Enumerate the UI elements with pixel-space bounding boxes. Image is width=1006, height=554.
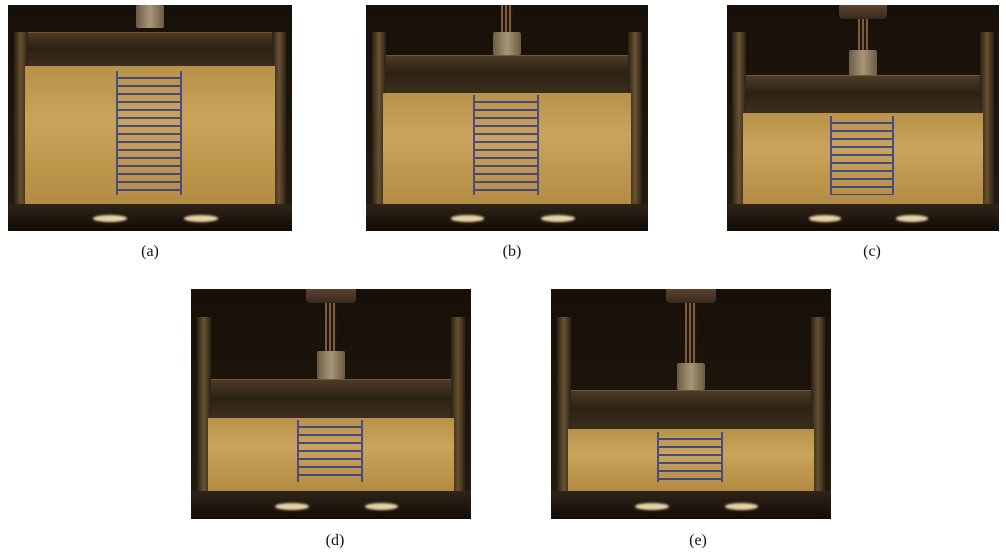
base-light [364,502,399,510]
container-wall-left [556,316,571,501]
photo-panel-e [551,289,831,519]
photo-e [551,289,831,519]
loading-ram [305,289,357,303]
loading-knob [492,32,522,55]
loading-ram [838,5,888,19]
base-light [275,502,309,510]
loading-knob [849,50,877,78]
container-wall-left [13,32,28,213]
marker-grid [297,420,363,483]
marker-grid [115,70,183,195]
photo-panel-a [8,5,292,231]
photo-panel-b [366,5,648,231]
apparatus-base [8,203,292,231]
container-wall-right [811,316,826,501]
base-light [93,215,128,222]
loading-knob [317,351,345,379]
loading-plate [746,75,980,116]
photo-panel-c [727,5,999,231]
loading-rods [685,302,697,368]
container-wall-left [371,32,386,213]
caption-e: (e) [689,532,707,549]
container-wall-left [196,316,211,501]
loading-plate [385,54,629,96]
marker-grid [657,431,723,483]
loading-plate [27,32,273,68]
container-wall-left [732,32,747,213]
caption-d: (d) [325,532,345,549]
loading-plate [210,378,452,420]
loading-rods [325,302,337,361]
apparatus-base [727,203,999,231]
base-light [540,215,575,222]
marker-grid [830,115,895,195]
base-light [724,502,759,510]
loading-ram [665,289,717,303]
photo-c [727,5,999,231]
caption-c: (c) [863,243,881,260]
apparatus-base [551,491,831,519]
photo-a [8,5,292,231]
photo-panel-d [191,289,471,519]
container-wall-right [979,32,994,213]
base-light [895,215,929,222]
apparatus-base [366,203,648,231]
container-wall-right [628,32,643,213]
container-wall-right [451,316,466,501]
loading-rods [857,18,869,64]
base-light [635,502,669,510]
caption-a: (a) [141,243,159,260]
loading-knob [135,5,165,28]
container-wall-right [272,32,287,213]
loading-knob [677,362,705,391]
apparatus-base [191,491,471,519]
base-light [450,215,485,222]
loading-plate [570,390,812,432]
photo-b [366,5,648,231]
base-light [808,215,842,222]
marker-grid [473,95,540,195]
photo-d [191,289,471,519]
base-light [184,215,219,222]
loading-rods [501,5,513,33]
caption-b: (b) [502,243,522,260]
